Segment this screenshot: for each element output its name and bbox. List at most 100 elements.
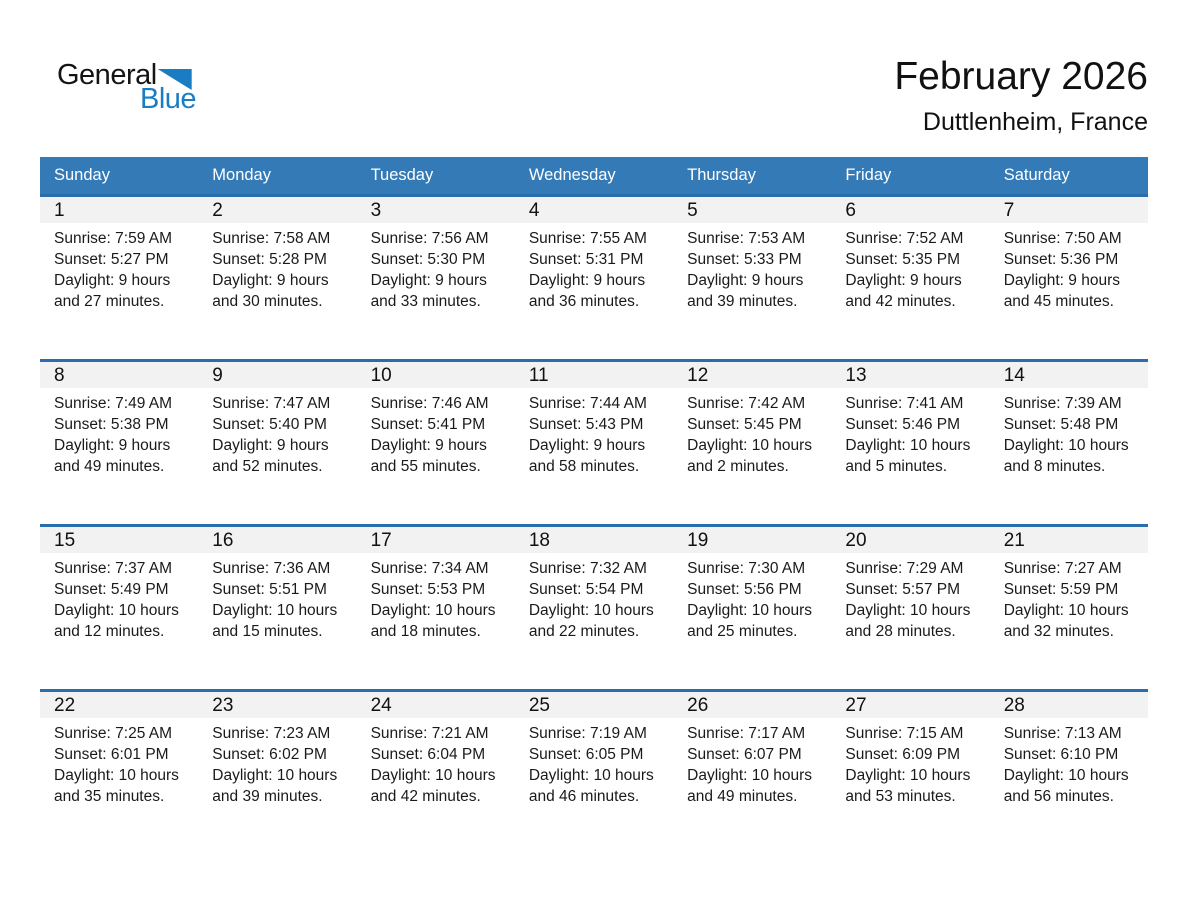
daylight-hours-text: Daylight: 10 hours — [687, 602, 813, 619]
day-number-band: 3 — [356, 197, 515, 223]
day-number: 11 — [528, 365, 549, 386]
sunrise-text: Sunrise: 7:49 AM — [54, 395, 173, 412]
daylight-hours-text: Daylight: 9 hours — [370, 272, 487, 289]
daylight-hours-text: Daylight: 9 hours — [54, 272, 171, 289]
sunset-text: Sunset: 5:30 PM — [370, 251, 486, 268]
daylight-hours-text: Daylight: 9 hours — [528, 272, 646, 289]
day-number-band: 19 — [673, 527, 832, 553]
sunset-text: Sunset: 6:07 PM — [687, 746, 802, 763]
day-info: Sunrise: 7:19 AM Sunset: 6:05 PM Dayligh… — [515, 718, 673, 807]
daylight-minutes-text: and 36 minutes. — [528, 293, 640, 310]
day-cell: 16 Sunrise: 7:36 AM Sunset: 5:51 PM Dayl… — [198, 525, 357, 691]
weekday-header-row: Sunday Monday Tuesday Wednesday Thursday Frid… — [40, 157, 1148, 196]
month-title: February 2026 — [894, 55, 1148, 98]
day-cell: 15 Sunrise: 7:37 AM Sunset: 5:49 PM Dayl… — [40, 525, 199, 691]
daylight-minutes-text: and 33 minutes. — [370, 293, 481, 310]
sunrise-text: Sunrise: 7:27 AM — [1003, 560, 1122, 577]
day-number: 8 — [54, 365, 65, 386]
day-info: Sunrise: 7:56 AM Sunset: 5:30 PM Dayligh… — [357, 223, 515, 312]
day-number: 7 — [1003, 200, 1015, 221]
daylight-hours-text: Daylight: 9 hours — [687, 272, 804, 289]
sunrise-text: Sunrise: 7:55 AM — [528, 230, 647, 247]
day-cell: 26 Sunrise: 7:17 AM Sunset: 6:07 PM Dayl… — [673, 690, 832, 854]
daylight-minutes-text: and 12 minutes. — [54, 623, 165, 640]
daylight-minutes-text: and 55 minutes. — [370, 458, 481, 475]
sunset-text: Sunset: 5:41 PM — [370, 416, 486, 433]
sunrise-text: Sunrise: 7:58 AM — [212, 230, 331, 247]
day-number-band: 28 — [989, 692, 1148, 718]
daylight-hours-text: Daylight: 10 hours — [845, 602, 971, 619]
sunset-text: Sunset: 5:33 PM — [687, 251, 802, 268]
day-info: Sunrise: 7:59 AM Sunset: 5:27 PM Dayligh… — [40, 223, 198, 312]
sunset-text: Sunset: 5:57 PM — [845, 581, 960, 598]
logo-text-blue: Blue — [140, 83, 197, 115]
day-number: 6 — [845, 200, 856, 221]
daylight-minutes-text: and 28 minutes. — [845, 623, 956, 640]
day-cell: 12 Sunrise: 7:42 AM Sunset: 5:45 PM Dayl… — [673, 360, 832, 526]
day-info: Sunrise: 7:55 AM Sunset: 5:31 PM Dayligh… — [515, 223, 673, 312]
day-info: Sunrise: 7:30 AM Sunset: 5:56 PM Dayligh… — [673, 553, 831, 642]
daylight-hours-text: Daylight: 10 hours — [845, 437, 971, 454]
daylight-minutes-text: and 42 minutes. — [845, 293, 956, 310]
weekday-header: Wednesday — [514, 157, 674, 196]
day-number-band: 13 — [831, 362, 990, 388]
daylight-hours-text: Daylight: 9 hours — [54, 437, 171, 454]
daylight-minutes-text: and 15 minutes. — [212, 623, 323, 640]
sunset-text: Sunset: 5:35 PM — [845, 251, 960, 268]
sunset-text: Sunset: 5:49 PM — [54, 581, 169, 598]
sunrise-text: Sunrise: 7:23 AM — [212, 725, 331, 742]
day-cell: 13 Sunrise: 7:41 AM Sunset: 5:46 PM Dayl… — [831, 360, 990, 526]
day-cell: 20 Sunrise: 7:29 AM Sunset: 5:57 PM Dayl… — [831, 525, 990, 691]
day-number-band: 6 — [831, 197, 990, 223]
day-cell: 27 Sunrise: 7:15 AM Sunset: 6:09 PM Dayl… — [831, 690, 990, 854]
sunrise-text: Sunrise: 7:44 AM — [528, 395, 647, 412]
daylight-minutes-text: and 30 minutes. — [212, 293, 323, 310]
day-cell: 8 Sunrise: 7:49 AM Sunset: 5:38 PM Dayli… — [40, 360, 199, 526]
daylight-minutes-text: and 2 minutes. — [687, 458, 789, 475]
day-info: Sunrise: 7:37 AM Sunset: 5:49 PM Dayligh… — [40, 553, 198, 642]
sunrise-text: Sunrise: 7:59 AM — [54, 230, 173, 247]
day-number-band: 11 — [514, 362, 674, 388]
day-cell: 4 Sunrise: 7:55 AM Sunset: 5:31 PM Dayli… — [514, 195, 674, 361]
day-cell: 25 Sunrise: 7:19 AM Sunset: 6:05 PM Dayl… — [514, 690, 674, 854]
day-info: Sunrise: 7:32 AM Sunset: 5:54 PM Dayligh… — [515, 553, 673, 642]
day-number-band: 20 — [831, 527, 990, 553]
general-blue-logo: General Blue — [57, 60, 197, 115]
logo-line-1: General — [57, 60, 196, 91]
sunset-text: Sunset: 5:46 PM — [845, 416, 960, 433]
daylight-hours-text: Daylight: 10 hours — [528, 602, 654, 619]
day-number: 9 — [212, 365, 223, 386]
day-number: 23 — [212, 695, 234, 716]
day-info: Sunrise: 7:46 AM Sunset: 5:41 PM Dayligh… — [357, 388, 515, 477]
daylight-minutes-text: and 5 minutes. — [845, 458, 948, 475]
daylight-hours-text: Daylight: 10 hours — [1003, 602, 1129, 619]
day-info: Sunrise: 7:41 AM Sunset: 5:46 PM Dayligh… — [831, 388, 989, 477]
day-number: 12 — [687, 365, 709, 386]
daylight-hours-text: Daylight: 9 hours — [1003, 272, 1120, 289]
day-number: 28 — [1003, 695, 1025, 716]
day-cell: 10 Sunrise: 7:46 AM Sunset: 5:41 PM Dayl… — [356, 360, 515, 526]
day-number: 25 — [528, 695, 550, 716]
day-cell: 18 Sunrise: 7:32 AM Sunset: 5:54 PM Dayl… — [514, 525, 674, 691]
day-number-band: 1 — [40, 197, 199, 223]
day-number-band: 27 — [831, 692, 990, 718]
daylight-minutes-text: and 18 minutes. — [370, 623, 481, 640]
daylight-minutes-text: and 45 minutes. — [1003, 293, 1114, 310]
daylight-hours-text: Daylight: 10 hours — [1003, 437, 1129, 454]
day-cell: 2 Sunrise: 7:58 AM Sunset: 5:28 PM Dayli… — [198, 195, 357, 361]
day-info: Sunrise: 7:25 AM Sunset: 6:01 PM Dayligh… — [40, 718, 198, 807]
day-cell: 17 Sunrise: 7:34 AM Sunset: 5:53 PM Dayl… — [356, 525, 515, 691]
day-number: 20 — [845, 530, 867, 551]
daylight-hours-text: Daylight: 9 hours — [528, 437, 646, 454]
day-info: Sunrise: 7:17 AM Sunset: 6:07 PM Dayligh… — [673, 718, 831, 807]
daylight-hours-text: Daylight: 10 hours — [687, 437, 813, 454]
daylight-hours-text: Daylight: 10 hours — [845, 767, 971, 784]
day-cell: 28 Sunrise: 7:13 AM Sunset: 6:10 PM Dayl… — [989, 690, 1148, 854]
day-number: 4 — [528, 200, 540, 221]
sunrise-text: Sunrise: 7:50 AM — [1003, 230, 1122, 247]
sunset-text: Sunset: 5:27 PM — [54, 251, 169, 268]
sunset-text: Sunset: 5:56 PM — [687, 581, 802, 598]
weekday-header: Monday — [198, 157, 357, 196]
sunrise-text: Sunrise: 7:46 AM — [370, 395, 489, 412]
day-number-band: 16 — [198, 527, 357, 553]
